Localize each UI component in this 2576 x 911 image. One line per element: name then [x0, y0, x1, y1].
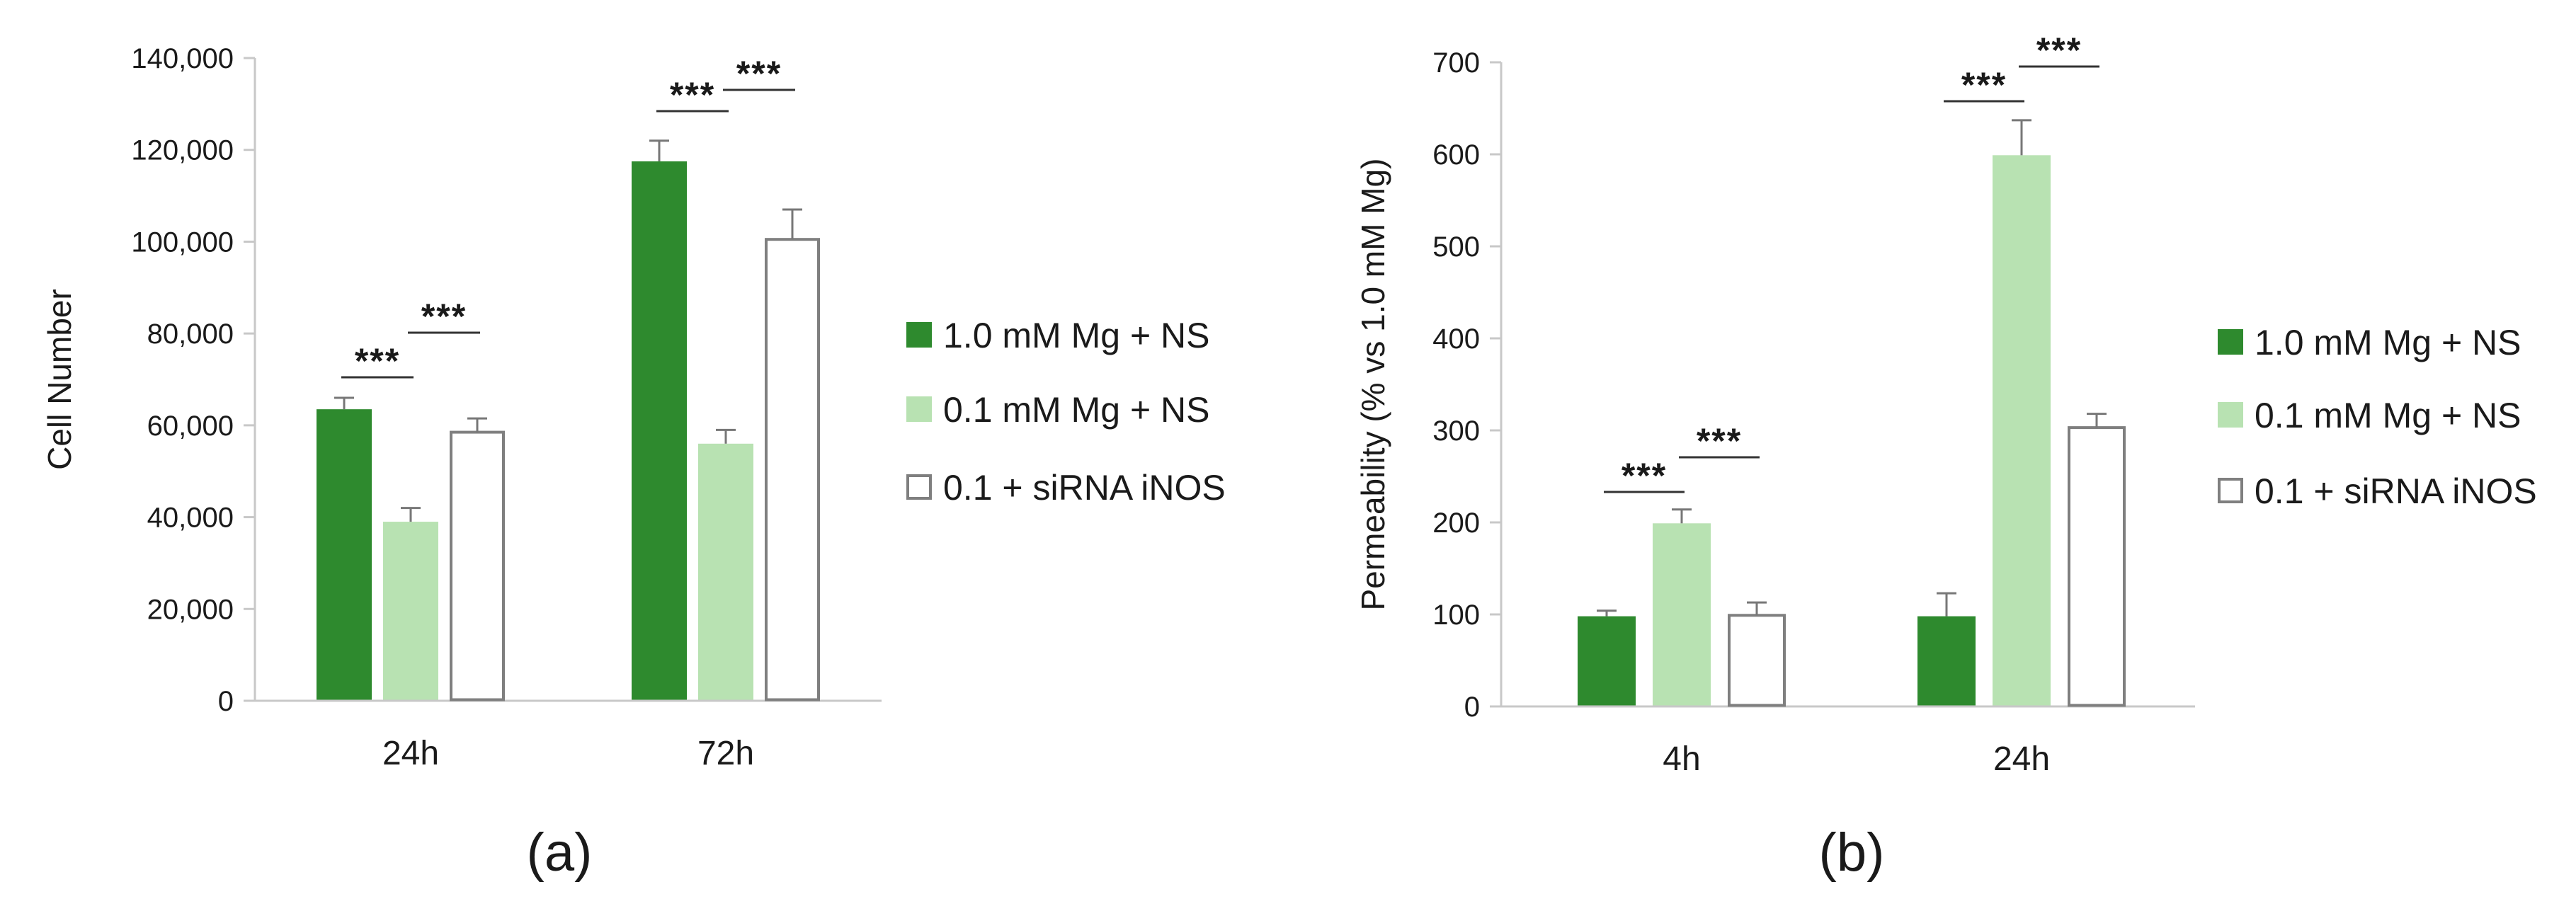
y-tick-label: 20,000 [147, 594, 234, 625]
legend-swatch [2218, 329, 2243, 355]
bar [765, 238, 820, 701]
panel-label: (b) [1819, 823, 1885, 883]
legend-swatch [906, 322, 932, 348]
y-tick-label: 80,000 [147, 319, 234, 350]
y-tick-label: 0 [1464, 692, 1480, 723]
bar [2068, 426, 2126, 707]
panel-b: 0 100 200 300 400 500 600 700 Permeability (% vs… [1355, 30, 2537, 883]
bar [1917, 616, 1976, 706]
legend-swatch [2218, 478, 2243, 503]
y-tick-label: 100 [1432, 600, 1480, 631]
bar [698, 443, 753, 700]
y-tick-label: 700 [1432, 47, 1480, 79]
significance-label: *** [355, 341, 400, 381]
bar [1653, 523, 1711, 706]
significance-label: *** [2036, 30, 2082, 70]
bar [1993, 155, 2051, 706]
panel-label: (a) [527, 823, 593, 883]
legend-swatch [906, 396, 932, 422]
y-axis-label: Cell Number [41, 289, 78, 470]
x-tick-label: 24h [382, 735, 439, 772]
y-tick-label: 120,000 [131, 135, 234, 166]
legend-label: 0.1 mM Mg + NS [2255, 396, 2521, 435]
significance-label: *** [1697, 421, 1742, 461]
y-tick-label: 100,000 [131, 227, 234, 258]
x-tick-label: 24h [1993, 740, 2050, 778]
bar [317, 409, 372, 700]
bar [632, 161, 687, 700]
legend-label: 0.1 + siRNA iNOS [2255, 471, 2537, 511]
y-tick-label: 400 [1432, 323, 1480, 355]
legend-swatch [2218, 402, 2243, 428]
x-tick-label: 72h [697, 735, 754, 772]
panel-a: 0 20,000 40,000 60,000 80,000 100,000 120,000 1… [41, 43, 1226, 883]
significance-label: *** [1622, 456, 1667, 495]
bar [1578, 616, 1636, 706]
y-tick-label: 600 [1432, 139, 1480, 171]
y-tick-label: 500 [1432, 231, 1480, 263]
legend-label: 1.0 mM Mg + NS [2255, 323, 2521, 362]
legend-label: 1.0 mM Mg + NS [943, 316, 1210, 355]
bar [450, 430, 505, 701]
y-tick-label: 40,000 [147, 503, 234, 534]
y-tick-label: 140,000 [131, 43, 234, 74]
bar [1728, 614, 1786, 707]
significance-label: *** [1961, 65, 2007, 105]
y-tick-label: 300 [1432, 416, 1480, 447]
legend-label: 0.1 mM Mg + NS [943, 390, 1210, 430]
significance-label: *** [736, 54, 782, 93]
x-tick-label: 4h [1663, 740, 1700, 778]
y-tick-label: 0 [218, 686, 234, 717]
legend-label: 0.1 + siRNA iNOS [943, 468, 1226, 508]
y-tick-label: 200 [1432, 508, 1480, 539]
y-axis-label: Permeability (% vs 1.0 mM Mg) [1355, 158, 1391, 610]
significance-label: *** [670, 75, 715, 115]
legend-swatch [906, 474, 932, 500]
y-tick-label: 60,000 [147, 411, 234, 442]
significance-label: *** [421, 297, 467, 336]
bar [383, 522, 438, 700]
